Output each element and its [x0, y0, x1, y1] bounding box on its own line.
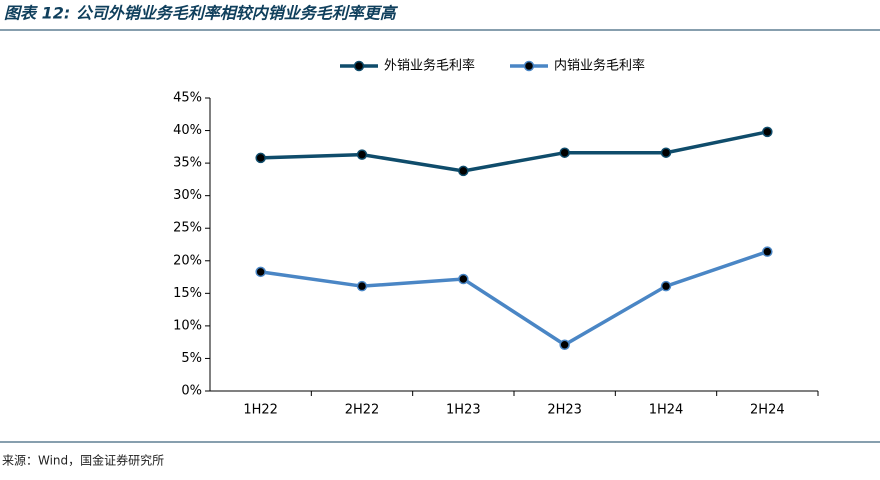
y-tick-label: 30%	[173, 188, 202, 203]
x-tick-label: 2H23	[547, 403, 582, 418]
y-tick-label: 5%	[181, 351, 202, 366]
y-tick-label: 15%	[173, 286, 202, 301]
legend-label: 内销业务毛利率	[554, 58, 645, 74]
legend-marker	[523, 60, 535, 72]
point	[660, 147, 672, 158]
x-tick-label: 2H24	[750, 403, 785, 418]
point	[762, 126, 773, 138]
y-tick-label: 10%	[173, 318, 202, 333]
point	[559, 339, 570, 351]
source: 来源：Wind，国金证券研究所	[2, 453, 164, 468]
x-tick-label: 1H23	[446, 403, 481, 418]
series-line	[260, 250, 768, 347]
point	[458, 273, 469, 285]
y-tick-label: 25%	[173, 221, 202, 236]
point	[660, 280, 672, 292]
point	[559, 147, 570, 158]
point	[356, 149, 368, 160]
x-tick-label: 1H24	[649, 403, 684, 418]
x-tick-label: 1H22	[243, 403, 278, 418]
point	[255, 152, 266, 164]
point	[458, 165, 469, 177]
point	[356, 280, 368, 292]
legend-label: 外销业务毛利率	[384, 58, 475, 74]
series-line	[260, 130, 768, 173]
legend-marker	[353, 60, 365, 72]
y-tick-label: 0%	[181, 384, 202, 399]
y-tick-label: 20%	[173, 253, 202, 268]
point	[255, 266, 266, 278]
y-tick-label: 35%	[173, 156, 202, 171]
chart-title: 图表 12: 公司外销业务毛利率相较内销业务毛利率更高	[4, 4, 399, 23]
y-tick-label: 40%	[173, 123, 202, 138]
x-tick-label: 2H22	[345, 403, 380, 418]
y-tick-label: 45%	[173, 91, 202, 106]
point	[762, 246, 773, 257]
